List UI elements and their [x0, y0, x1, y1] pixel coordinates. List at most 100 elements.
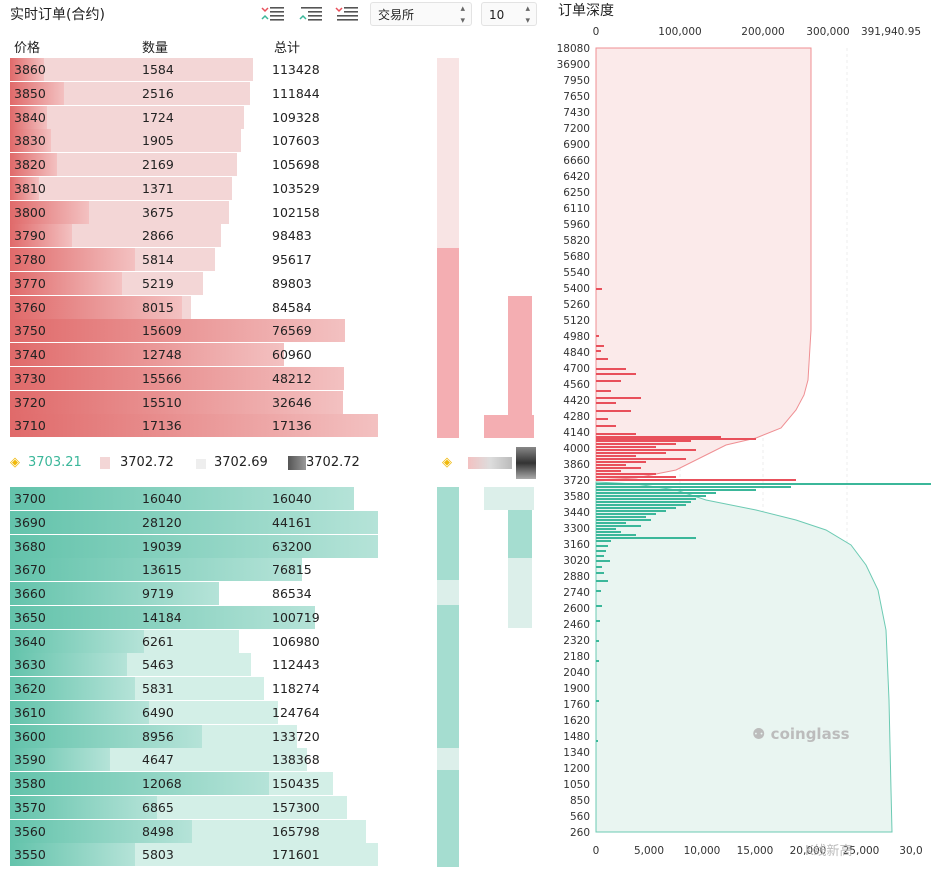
ask-depth-bar: [596, 288, 602, 290]
bid-row[interactable]: 3700 16040 16040: [10, 487, 378, 510]
qty-bar: [10, 295, 183, 319]
y-axis-label: 2040: [563, 667, 590, 679]
price-cell: 3840: [14, 109, 46, 125]
y-axis-label: 4560: [563, 379, 590, 391]
bid-row[interactable]: 3640 6261 106980: [10, 629, 378, 653]
ask-row[interactable]: 3800 3675 102158: [10, 200, 378, 224]
y-axis-label: 7950: [563, 75, 590, 87]
bid-heat-block: [437, 748, 459, 770]
ask-row[interactable]: 3790 2866 98483: [10, 224, 378, 248]
corner-watermark: K线新高: [805, 844, 853, 859]
bid-depth-bar: [596, 660, 599, 662]
bid-row[interactable]: 3600 8956 133720: [10, 724, 378, 748]
qty-bar: [10, 558, 303, 582]
binance-icon: ◈: [442, 455, 452, 470]
total-cell: 102158: [272, 204, 320, 220]
y-axis-label: 560: [570, 811, 590, 823]
bid-depth-bar: [596, 531, 621, 533]
bid-row[interactable]: 3620 5831 118274: [10, 677, 378, 700]
bid-row[interactable]: 3550 5803 171601: [10, 843, 378, 867]
bid-row[interactable]: 3560 8498 165798: [10, 819, 378, 843]
bid-row[interactable]: 3650 14184 100719: [10, 605, 378, 629]
view-both-button[interactable]: [260, 5, 286, 23]
ask-row[interactable]: 3820 2169 105698: [10, 153, 378, 176]
total-cell: 107603: [272, 133, 320, 149]
total-cell: 89803: [272, 275, 312, 291]
exchange-logo-icon: [100, 457, 110, 469]
y-axis-label: 4280: [563, 411, 590, 423]
price-cell: 3680: [14, 538, 46, 554]
price-cell: 3580: [14, 776, 46, 791]
qty-bar: [10, 819, 193, 843]
ask-row[interactable]: 3770 5219 89803: [10, 271, 378, 295]
bid-row[interactable]: 3630 5463 112443: [10, 653, 378, 677]
ask-row[interactable]: 3740 12748 60960: [10, 343, 378, 366]
ask-row[interactable]: 3710 17136 17136: [10, 414, 378, 438]
bid-row[interactable]: 3610 6490 124764: [10, 700, 378, 724]
ask-row[interactable]: 3730 15566 48212: [10, 366, 378, 390]
depth-level-select[interactable]: 10 ▴ ▾: [481, 2, 537, 26]
qty-cell: 19039: [142, 538, 182, 554]
bid-depth-bar: [596, 740, 598, 742]
bid-depth-bar: [596, 513, 656, 515]
total-cell: 60960: [272, 347, 312, 362]
view-asks-button[interactable]: [334, 5, 360, 23]
bid-row[interactable]: 3580 12068 150435: [10, 772, 378, 795]
exchange-logo-icon: [288, 456, 306, 470]
bid-row[interactable]: 3690 28120 44161: [10, 510, 378, 534]
qty-bar: [10, 487, 355, 510]
y-axis-label: 2740: [563, 587, 590, 599]
bid-depth-bar: [596, 580, 608, 582]
top-axis-label: 200,000: [741, 26, 784, 38]
qty-cell: 8015: [142, 299, 174, 315]
orderbook-bids-icon: [299, 7, 322, 21]
bid-row[interactable]: 3680 19039 63200: [10, 534, 378, 558]
total-cell: 86534: [272, 586, 312, 601]
qty-bar: [10, 605, 315, 629]
bid-row[interactable]: 3590 4647 138368: [10, 748, 378, 772]
coinglass-watermark: ⚉ coinglass: [752, 725, 850, 743]
ask-row[interactable]: 3850 2516 111844: [10, 81, 378, 105]
qty-bar: [10, 700, 150, 724]
bid-depth-bar: [596, 534, 636, 536]
exchange-logo-icon: [196, 459, 206, 469]
qty-bar: [10, 271, 123, 295]
bid-row[interactable]: 3570 6865 157300: [10, 795, 378, 819]
price-cell: 3570: [14, 799, 46, 815]
bottom-axis-label: 15,000: [737, 845, 774, 857]
ask-row[interactable]: 3840 1724 109328: [10, 105, 378, 129]
view-bids-button[interactable]: [298, 5, 324, 23]
exchange-select[interactable]: 交易所 ▴ ▾: [370, 2, 472, 26]
y-axis-label: 3720: [563, 475, 590, 487]
ask-row[interactable]: 3780 5814 95617: [10, 248, 378, 271]
y-axis-label: 5400: [563, 283, 590, 295]
y-axis-label: 5680: [563, 251, 590, 263]
total-cell: 165798: [272, 823, 320, 839]
ask-depth-bar: [596, 390, 611, 392]
qty-bar: [10, 224, 72, 248]
ask-depth-bar: [596, 479, 796, 481]
ask-row[interactable]: 3830 1905 107603: [10, 129, 378, 153]
qty-bar: [10, 129, 51, 153]
price-cell: 3630: [14, 657, 46, 673]
total-cell: 100719: [272, 609, 320, 625]
ask-row[interactable]: 3860 1584 113428: [10, 58, 378, 81]
ask-row[interactable]: 3810 1371 103529: [10, 176, 378, 200]
bid-row[interactable]: 3660 9719 86534: [10, 582, 378, 605]
qty-cell: 12748: [142, 347, 182, 362]
top-axis-label: 300,000: [806, 26, 849, 38]
price-cell: 3650: [14, 609, 46, 625]
y-axis-label: 7430: [563, 107, 590, 119]
bottom-axis-label: 25,000: [843, 845, 880, 857]
qty-bar: [10, 748, 110, 772]
ask-row[interactable]: 3720 15510 32646: [10, 390, 378, 414]
y-axis-label: 1620: [563, 715, 590, 727]
ask-row[interactable]: 3750 15609 76569: [10, 319, 378, 343]
bid-depth-bar: [596, 640, 599, 642]
bid-row[interactable]: 3670 13615 76815: [10, 558, 378, 582]
total-cell: 84584: [272, 299, 312, 315]
ask-row[interactable]: 3760 8015 84584: [10, 295, 378, 319]
bid-depth-bar: [596, 590, 601, 592]
mid-price-3: 3702.69: [214, 455, 268, 470]
y-axis-label: 4420: [563, 395, 590, 407]
